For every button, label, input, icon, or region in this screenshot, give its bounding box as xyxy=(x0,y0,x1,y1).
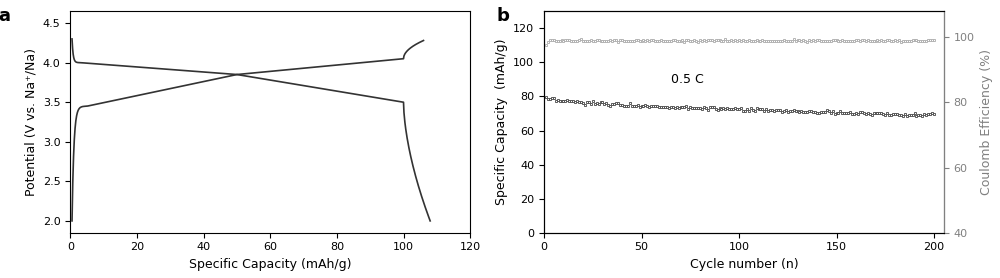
Text: b: b xyxy=(496,7,509,25)
Y-axis label: Coulomb Efficiency (%): Coulomb Efficiency (%) xyxy=(980,49,993,195)
X-axis label: Specific Capacity (mAh/g): Specific Capacity (mAh/g) xyxy=(189,258,351,271)
Y-axis label: Potential (V vs. Na⁺/Na): Potential (V vs. Na⁺/Na) xyxy=(24,48,37,196)
Y-axis label: Specific Capacity  (mAh/g): Specific Capacity (mAh/g) xyxy=(495,39,508,205)
X-axis label: Cycle number (n): Cycle number (n) xyxy=(690,258,798,271)
Text: a: a xyxy=(0,7,10,25)
Text: 0.5 C: 0.5 C xyxy=(671,73,704,86)
